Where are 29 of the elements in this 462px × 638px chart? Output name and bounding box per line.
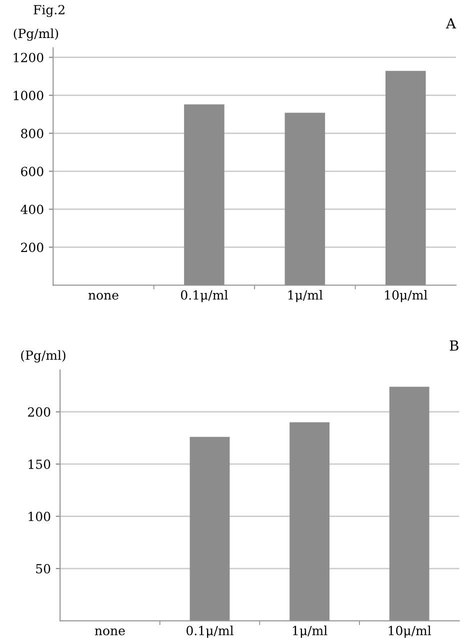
y-tick-label: 200 (21, 242, 44, 252)
x-tick-label: none (94, 628, 125, 636)
bar (184, 104, 224, 286)
chart-title: A (446, 18, 456, 28)
bar (190, 436, 230, 621)
y-tick-label: 100 (28, 512, 50, 522)
bar (385, 70, 426, 286)
x-tick-label: 10μ/ml (388, 626, 432, 638)
x-tick-label: 10μ/ml (385, 290, 428, 302)
x-tick-label: 1μ/ml (288, 290, 323, 302)
y-tick-label: 800 (21, 128, 44, 138)
y-tick-label: 400 (20, 204, 44, 214)
bar (290, 422, 330, 621)
y-axis-title: (Pg/ml) (14, 28, 58, 41)
y-tick-label: 50 (36, 564, 50, 574)
bar (389, 386, 430, 621)
x-tick-label: 1μ/ml (292, 626, 328, 638)
bar (284, 112, 326, 286)
y-tick-label: 1000 (14, 90, 44, 100)
caption: Fig.2 (34, 4, 64, 17)
x-tick-label: 0.1μ/ml (180, 290, 228, 302)
y-tick-label: 200 (28, 407, 50, 417)
y-axis-title: (Pg/ml) (21, 350, 66, 363)
y-tick-label: 150 (28, 460, 50, 469)
y-tick-label: 600 (21, 166, 44, 176)
x-tick-label: 0.1μ/ml (186, 626, 234, 638)
chart-title: B (450, 340, 458, 351)
x-tick-label: none (88, 292, 118, 300)
y-tick-label: 1200 (14, 52, 44, 62)
